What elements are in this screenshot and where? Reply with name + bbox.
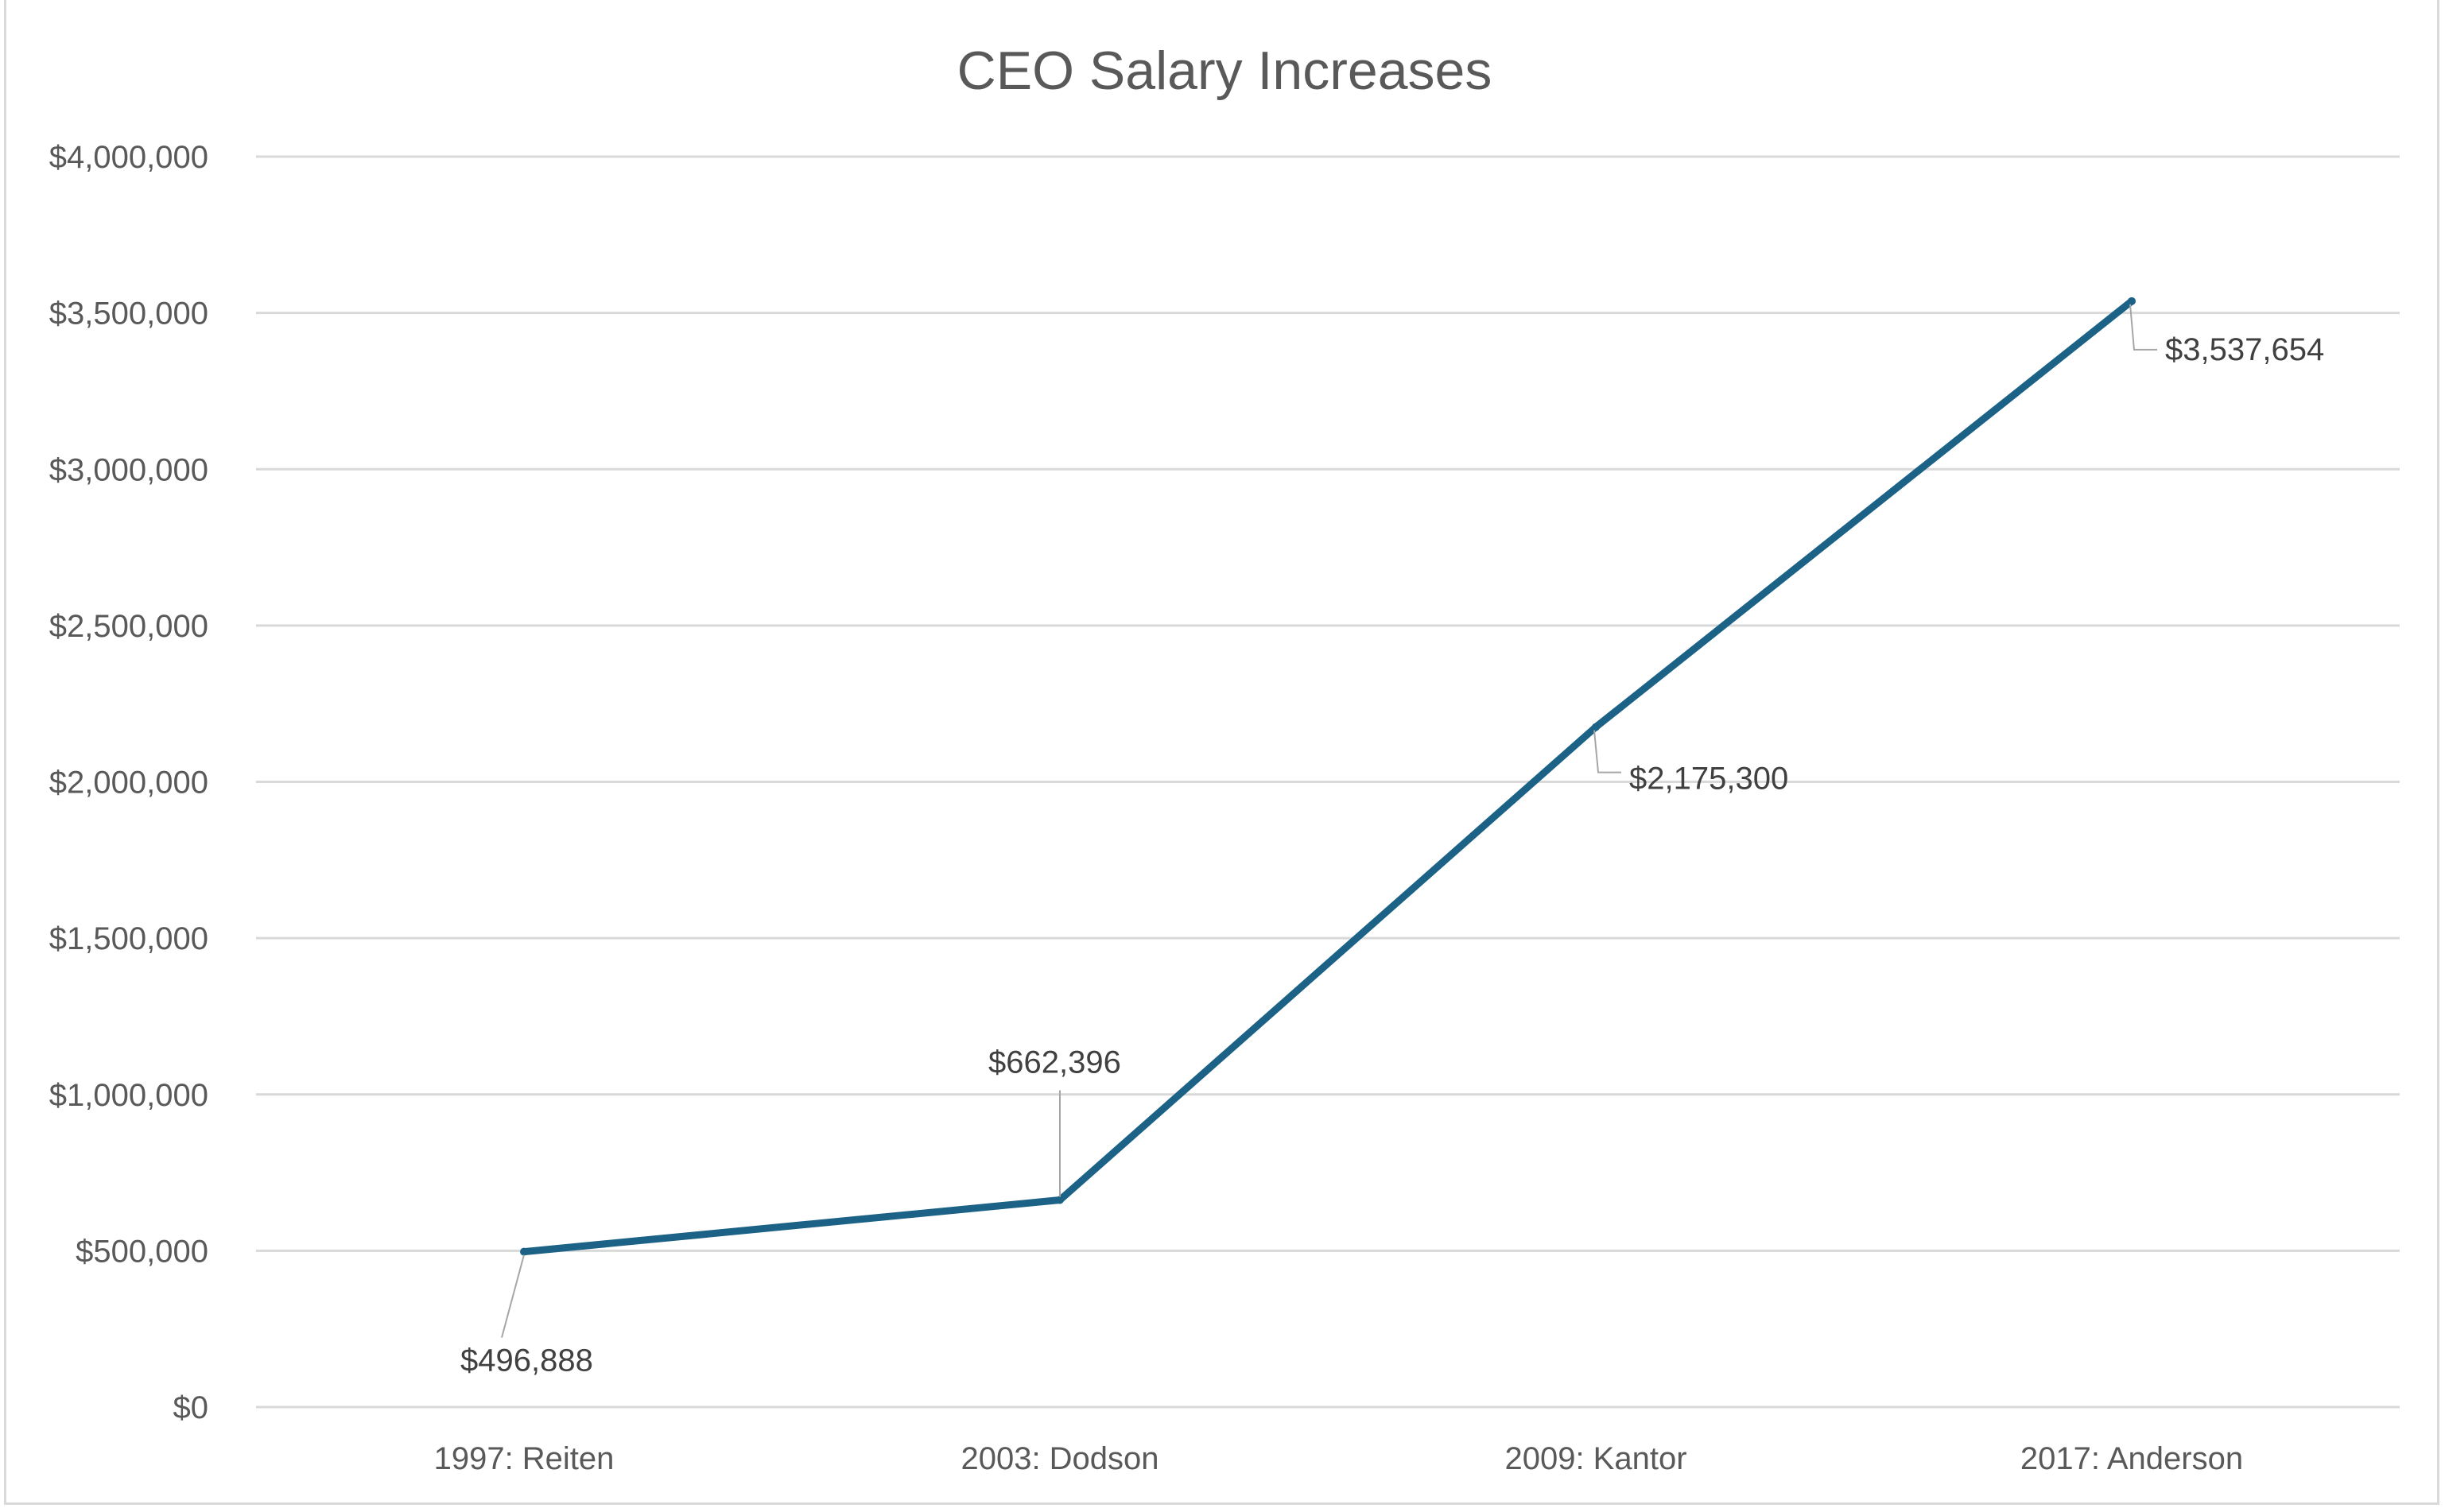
data-point [520,1247,528,1256]
chart-frame [4,0,2439,1505]
data-label-leader-line [2129,304,2157,351]
series-line-segment [520,1196,1064,1256]
chart-title: CEO Salary Increases [957,41,1492,101]
data-label: $662,396 [988,1045,1121,1080]
data-point [1056,1196,1064,1204]
x-axis-tick-labels: 1997: Reiten 2003: Dodson 2009: Kantor 2017… [434,1441,2244,1476]
y-tick-label: $1,500,000 [49,921,208,956]
data-label-leader-line [1593,730,1621,773]
y-tick-label: $3,500,000 [49,297,208,331]
data-labels: $496,888 $662,396 $2,175,300 $3,537,654 [460,332,2324,1378]
y-tick-label: $3,000,000 [49,452,208,487]
x-tick-label: 2017: Anderson [2020,1441,2243,1476]
series-line-segment [1592,297,2136,731]
y-tick-label: $0 [173,1390,209,1425]
data-label: $496,888 [460,1343,593,1378]
data-label-leader-line [501,1254,525,1338]
data-point [1592,723,1600,731]
y-tick-label: $4,000,000 [49,140,208,175]
gridlines [256,155,2400,1409]
data-label: $3,537,654 [2165,332,2324,367]
series-line-segment [1056,723,1600,1204]
data-label: $2,175,300 [1629,762,1788,797]
x-tick-label: 1997: Reiten [434,1441,615,1476]
leader-lines [501,304,2157,1338]
y-tick-label: $2,000,000 [49,766,208,801]
series-layer [520,297,2136,1256]
x-tick-label: 2003: Dodson [961,1441,1158,1476]
y-tick-label: $1,000,000 [49,1078,208,1113]
y-tick-label: $500,000 [76,1234,208,1269]
y-axis-tick-labels: $0 $500,000 $1,000,000 $1,500,000 $2,000,000… [49,140,208,1425]
x-tick-label: 2009: Kantor [1504,1441,1686,1476]
y-tick-label: $2,500,000 [49,609,208,644]
data-point [2128,297,2136,305]
